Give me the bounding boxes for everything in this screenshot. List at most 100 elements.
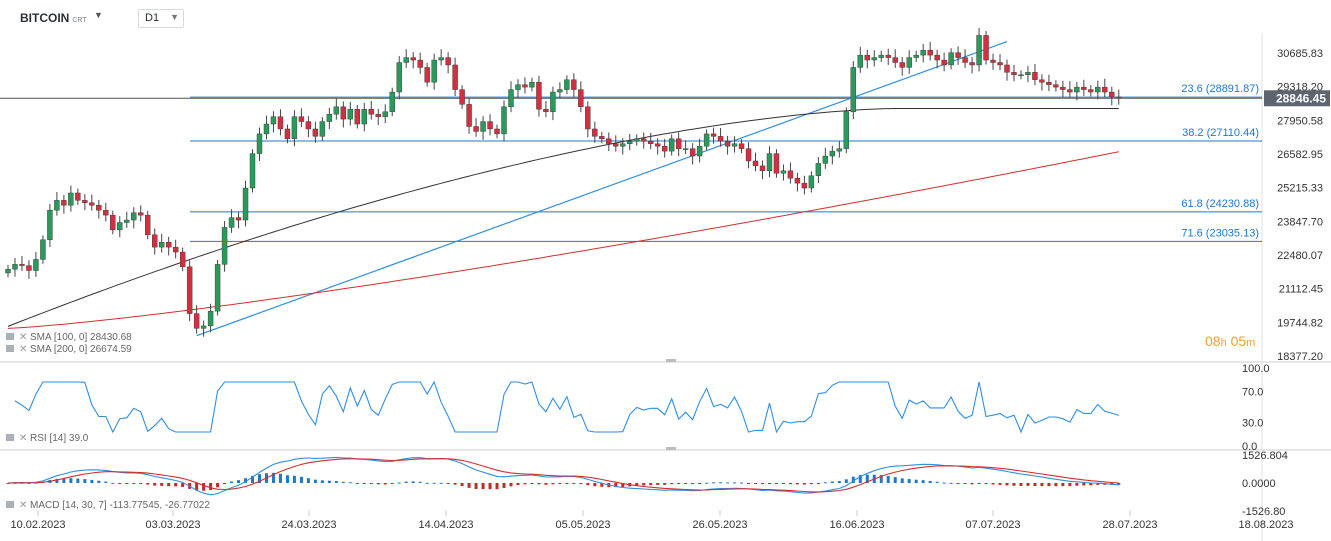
- macd-histogram-bar: [216, 483, 220, 488]
- fib-level-label: 38.2 (27110.44): [1182, 127, 1259, 139]
- rsi-line: [14, 380, 1119, 434]
- macd-histogram-bar: [1047, 483, 1051, 487]
- candle-body: [634, 138, 640, 142]
- timeframe-select[interactable]: D1 ▼: [138, 9, 184, 28]
- macd-histogram-bar: [921, 480, 925, 483]
- macd-histogram-bar: [600, 483, 604, 487]
- candle-body: [445, 57, 451, 66]
- candle-body: [710, 133, 717, 137]
- macd-histogram-bar: [167, 483, 171, 487]
- macd-histogram-bar: [537, 483, 541, 485]
- candle-body: [648, 141, 654, 144]
- macd-histogram-bar: [502, 483, 506, 488]
- candle-body: [1046, 81, 1052, 85]
- candle-body: [1102, 86, 1108, 93]
- macd-histogram-bar: [341, 481, 345, 483]
- candle-body: [466, 104, 472, 127]
- macd-histogram-bar: [1012, 483, 1016, 486]
- candle-body: [689, 148, 696, 157]
- candle-body: [941, 59, 947, 66]
- candle-body: [152, 234, 158, 248]
- candle-body: [661, 145, 668, 152]
- chart-header: BITCOIN CRT ▼ D1 ▼: [0, 0, 1331, 34]
- macd-histogram-bar: [670, 483, 674, 485]
- candle-body: [759, 165, 766, 172]
- macd-histogram-bar: [292, 475, 296, 483]
- macd-histogram-bar: [1082, 483, 1086, 486]
- macd-histogram-bar: [474, 483, 478, 489]
- macd-histogram-bar: [593, 483, 597, 487]
- macd-histogram-bar: [432, 482, 436, 484]
- candle-body: [724, 141, 731, 147]
- macd-histogram-bar: [181, 483, 185, 487]
- macd-histogram-bar: [579, 483, 583, 484]
- symbol-suffix: CRT: [72, 17, 87, 24]
- macd-histogram-bar: [865, 474, 869, 483]
- macd-histogram-bar: [285, 475, 289, 483]
- candle-body: [927, 49, 933, 56]
- macd-histogram-bar: [376, 483, 380, 485]
- trendline[interactable]: [196, 41, 1008, 337]
- macd-histogram-bar: [467, 483, 471, 488]
- candle-body: [207, 310, 214, 327]
- countdown-hours: 08: [1205, 333, 1221, 349]
- macd-histogram-bar: [446, 483, 450, 484]
- macd-histogram-bar: [174, 483, 178, 487]
- price-axis: 30685.8329318.2027950.5826582.9525215.33…: [1264, 48, 1330, 363]
- grid-lines: [0, 34, 1331, 541]
- macd-histogram-bar: [76, 478, 80, 483]
- moving-averages: [7, 108, 1119, 329]
- macd-histogram-bar: [565, 483, 569, 484]
- timeframe-value: D1: [145, 12, 160, 24]
- macd-histogram-bar: [795, 483, 799, 485]
- time-tick-label: 03.03.2023: [145, 519, 200, 531]
- time-tick-label: 14.04.2023: [418, 519, 473, 531]
- macd-histogram-bar: [1019, 483, 1023, 486]
- candle-body: [815, 163, 822, 176]
- macd-histogram-bar: [153, 483, 157, 486]
- candle-body: [1060, 86, 1066, 90]
- symbol-selector[interactable]: BITCOIN CRT: [20, 11, 87, 25]
- macd-histogram-bar: [202, 483, 206, 491]
- candle-body: [333, 106, 340, 115]
- close-icon: ✕: [19, 433, 27, 444]
- candle-body: [459, 89, 465, 105]
- candle-body: [543, 109, 549, 112]
- macd-histogram-bar: [1068, 483, 1072, 487]
- time-tick-label: 05.05.2023: [555, 519, 610, 531]
- price-tick-label: 19744.82: [1277, 317, 1323, 329]
- macd-histogram-bar: [111, 482, 115, 484]
- macd-histogram-bar: [656, 483, 660, 485]
- candle-body: [221, 227, 228, 265]
- macd-histogram-bar: [132, 483, 136, 484]
- macd-histogram-bar: [614, 483, 618, 488]
- trendline-segment: [196, 41, 1008, 337]
- macd-histogram-bar: [726, 482, 730, 484]
- macd-histogram-bar: [251, 475, 255, 483]
- countdown-minutes: 05: [1230, 333, 1247, 349]
- candle-body: [641, 138, 647, 142]
- candle-body: [47, 209, 53, 240]
- fib-level-label: 71.6 (23035.13): [1181, 227, 1259, 239]
- macd-histogram-bar: [942, 482, 946, 484]
- sma-legend-label: SMA [200, 0] 26674.59: [30, 344, 132, 355]
- macd-tick-label: 1526.804: [1242, 450, 1288, 462]
- macd-tick-label: 0.0000: [1242, 478, 1276, 490]
- candle-body: [410, 57, 416, 61]
- candle-body: [291, 116, 298, 140]
- macd-histogram-bar: [516, 483, 520, 486]
- macd-histogram-bar: [1089, 483, 1093, 486]
- macd-histogram-bar: [663, 483, 667, 485]
- candle-countdown: 08h 05m: [1205, 333, 1255, 349]
- candle-body: [864, 54, 870, 61]
- candle-body: [920, 49, 926, 56]
- macd-histogram-bar: [886, 475, 890, 483]
- symbol-dropdown-icon[interactable]: ▼: [94, 10, 103, 20]
- candle-body: [613, 143, 619, 147]
- macd-histogram-bar: [257, 474, 261, 483]
- candle-body: [787, 170, 794, 179]
- macd-histogram-bar: [362, 483, 366, 484]
- pane-resize-handle: [666, 359, 676, 362]
- candle-body: [536, 81, 542, 110]
